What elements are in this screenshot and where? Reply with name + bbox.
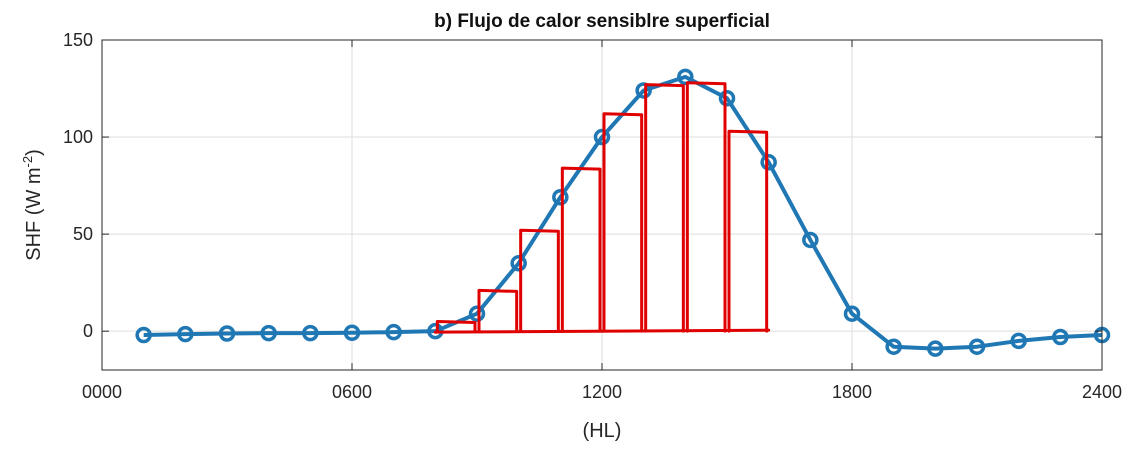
data-point xyxy=(468,305,486,322)
data-point xyxy=(1052,328,1069,346)
y-tick-label: 150 xyxy=(63,30,93,50)
data-point xyxy=(802,231,819,249)
data-point xyxy=(760,154,777,171)
data-point xyxy=(635,82,652,99)
data-point xyxy=(135,326,152,344)
annotation-bar xyxy=(727,129,769,333)
data-point xyxy=(510,254,527,272)
annotation-bar xyxy=(519,228,560,333)
annotation-layer xyxy=(433,81,771,334)
data-point xyxy=(260,324,277,342)
data-point xyxy=(1010,332,1027,350)
x-tick-label: 2400 xyxy=(1082,382,1122,402)
x-tick-label: 1800 xyxy=(832,382,872,402)
data-point xyxy=(885,338,902,355)
y-tick-label: 100 xyxy=(63,127,93,147)
tick-layer: 0000 0600 1200 1800 2400 0 50 100 150 xyxy=(63,30,1122,402)
data-point xyxy=(718,89,736,107)
x-tick-label: 0600 xyxy=(332,382,372,402)
data-point xyxy=(218,325,236,342)
x-axis-label: (HL) xyxy=(583,420,622,442)
annotation-baseline xyxy=(433,328,771,334)
chart-title: b) Flujo de calor sensiblre superficial xyxy=(434,11,770,32)
data-point xyxy=(385,323,402,341)
data-point xyxy=(302,324,319,342)
y-tick-label: 50 xyxy=(73,224,93,244)
annotation-bar xyxy=(644,83,685,333)
y-tick-label: 0 xyxy=(83,321,93,341)
x-tick-label: 1200 xyxy=(582,382,622,402)
data-point xyxy=(552,188,569,206)
grid xyxy=(101,39,1103,370)
data-point xyxy=(843,305,861,322)
annotation-bar xyxy=(685,81,727,333)
data-point xyxy=(927,340,944,357)
y-axis-label-close: ) xyxy=(23,149,45,156)
annotation-bar xyxy=(560,166,602,333)
annotation-bar xyxy=(477,288,519,333)
annotation-bar xyxy=(602,112,644,333)
y-axis-label: SHF (W m-2) xyxy=(20,149,45,261)
y-axis-label-exponent: -2 xyxy=(20,156,35,168)
data-point xyxy=(677,68,694,86)
annotation-bar xyxy=(435,319,477,333)
data-point xyxy=(343,324,361,341)
data-point xyxy=(177,325,194,343)
x-tick-label: 0000 xyxy=(82,382,122,402)
y-axis-label-main: SHF (W m xyxy=(23,167,45,260)
data-point xyxy=(968,338,986,355)
data-point xyxy=(593,128,611,146)
